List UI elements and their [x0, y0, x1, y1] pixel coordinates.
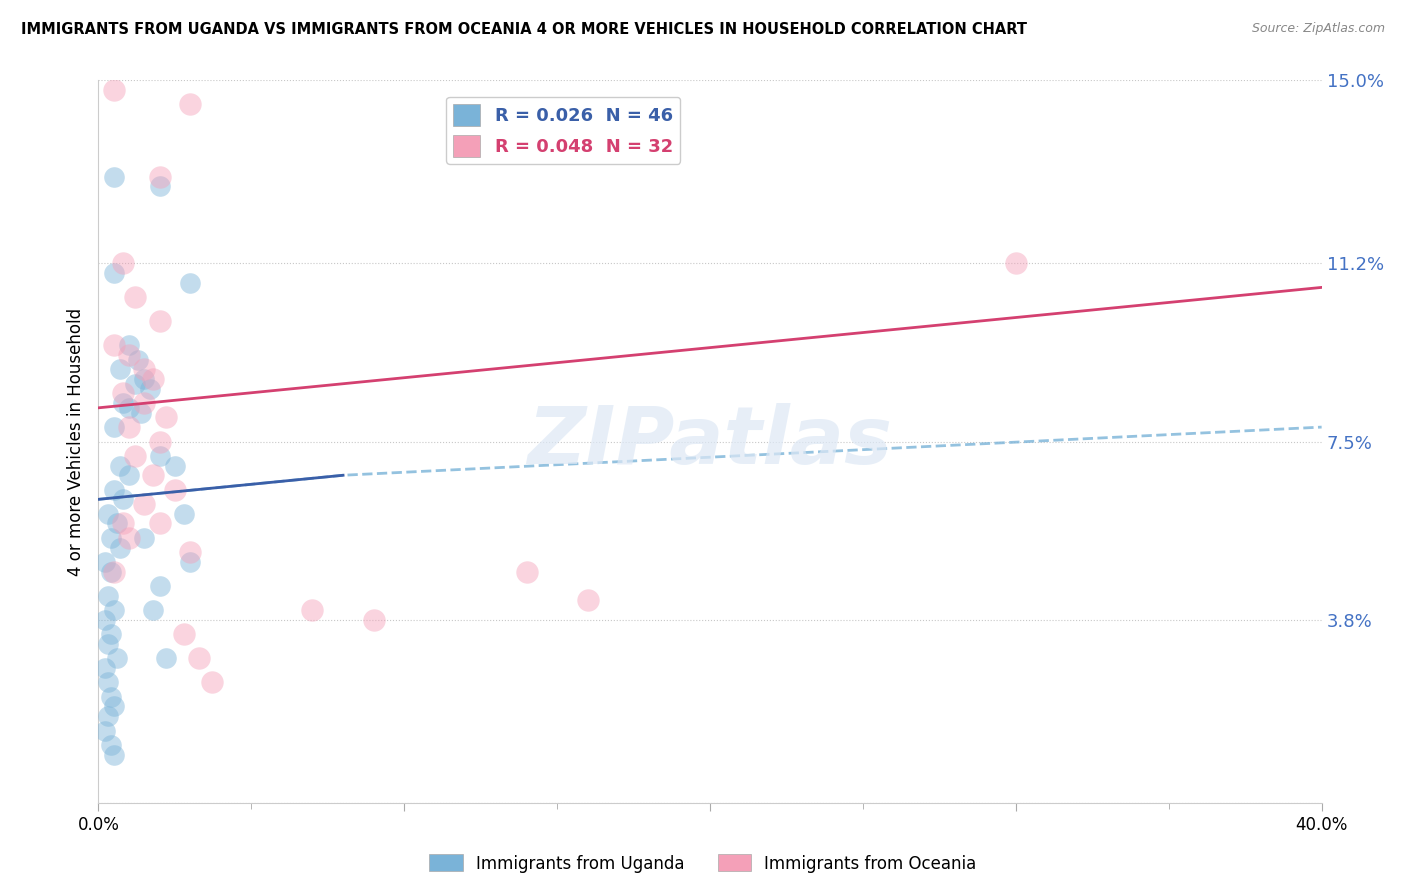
Point	[103, 83, 125, 97]
Point	[118, 401, 141, 415]
Point	[124, 449, 146, 463]
Text: Source: ZipAtlas.com: Source: ZipAtlas.com	[1251, 22, 1385, 36]
Point	[100, 565, 122, 579]
Point	[97, 709, 120, 723]
Point	[100, 627, 122, 641]
Point	[111, 492, 134, 507]
Point	[118, 348, 141, 362]
Point	[118, 468, 141, 483]
Point	[149, 434, 172, 449]
Point	[134, 396, 156, 410]
Point	[301, 603, 323, 617]
Point	[149, 449, 172, 463]
Point	[155, 651, 177, 665]
Point	[100, 531, 122, 545]
Point	[163, 458, 186, 473]
Point	[179, 276, 201, 290]
Point	[97, 675, 120, 690]
Point	[179, 97, 201, 112]
Point	[149, 179, 172, 194]
Point	[363, 613, 385, 627]
Legend: Immigrants from Uganda, Immigrants from Oceania: Immigrants from Uganda, Immigrants from …	[423, 847, 983, 880]
Point	[200, 675, 222, 690]
Point	[124, 290, 146, 304]
Point	[111, 386, 134, 401]
Point	[103, 420, 125, 434]
Point	[93, 723, 115, 738]
Point	[124, 376, 146, 391]
Point	[129, 406, 152, 420]
Point	[134, 497, 156, 511]
Point	[142, 372, 165, 386]
Point	[100, 738, 122, 752]
Point	[179, 545, 201, 559]
Point	[173, 627, 195, 641]
Point	[97, 507, 120, 521]
Point	[111, 256, 134, 270]
Point	[103, 169, 125, 184]
Point	[1004, 256, 1026, 270]
Point	[118, 531, 141, 545]
Point	[103, 266, 125, 280]
Point	[179, 555, 201, 569]
Point	[103, 338, 125, 352]
Legend: R = 0.026  N = 46, R = 0.048  N = 32: R = 0.026 N = 46, R = 0.048 N = 32	[446, 96, 681, 164]
Point	[111, 516, 134, 531]
Point	[111, 396, 134, 410]
Point	[576, 593, 599, 607]
Point	[516, 565, 538, 579]
Point	[118, 338, 141, 352]
Point	[149, 516, 172, 531]
Point	[155, 410, 177, 425]
Point	[103, 603, 125, 617]
Point	[134, 372, 156, 386]
Point	[103, 483, 125, 497]
Point	[93, 661, 115, 675]
Point	[142, 603, 165, 617]
Y-axis label: 4 or more Vehicles in Household: 4 or more Vehicles in Household	[66, 308, 84, 575]
Point	[108, 541, 131, 555]
Point	[105, 516, 128, 531]
Point	[173, 507, 195, 521]
Point	[105, 651, 128, 665]
Point	[188, 651, 211, 665]
Text: IMMIGRANTS FROM UGANDA VS IMMIGRANTS FROM OCEANIA 4 OR MORE VEHICLES IN HOUSEHOL: IMMIGRANTS FROM UGANDA VS IMMIGRANTS FRO…	[21, 22, 1028, 37]
Point	[93, 613, 115, 627]
Point	[149, 314, 172, 328]
Point	[100, 690, 122, 704]
Point	[149, 169, 172, 184]
Text: ZIPatlas: ZIPatlas	[527, 402, 893, 481]
Point	[142, 468, 165, 483]
Point	[97, 637, 120, 651]
Point	[134, 362, 156, 376]
Point	[118, 420, 141, 434]
Point	[108, 362, 131, 376]
Point	[103, 747, 125, 762]
Point	[97, 589, 120, 603]
Point	[127, 352, 149, 367]
Point	[108, 458, 131, 473]
Point	[149, 579, 172, 593]
Point	[93, 555, 115, 569]
Point	[103, 699, 125, 714]
Point	[103, 565, 125, 579]
Point	[139, 382, 162, 396]
Point	[134, 531, 156, 545]
Point	[163, 483, 186, 497]
